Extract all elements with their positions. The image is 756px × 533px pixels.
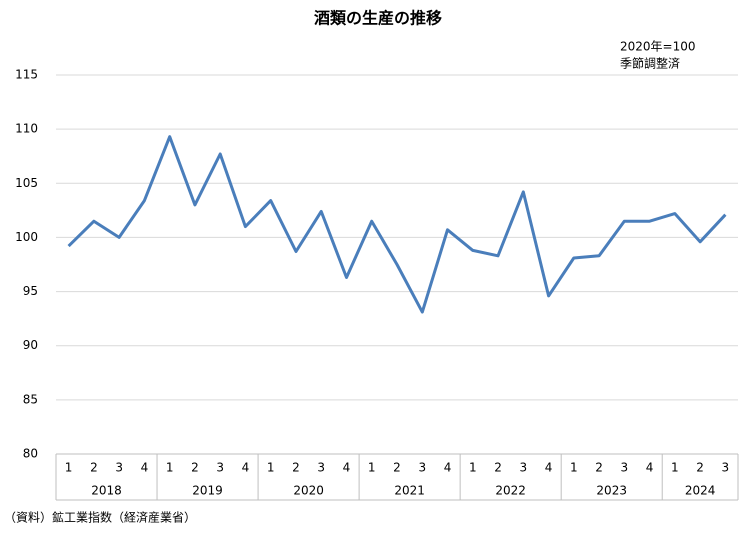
x-tick-label: 3	[418, 461, 426, 475]
x-tick-label: 3	[722, 461, 730, 475]
y-tick-label: 105	[15, 176, 38, 190]
x-tick-label: 4	[141, 461, 149, 475]
y-tick-label: 90	[23, 338, 38, 352]
x-tick-label: 1	[368, 461, 376, 475]
year-label: 2020	[293, 484, 324, 498]
x-tick-label: 2	[494, 461, 502, 475]
annotation: 2020年=100	[620, 40, 696, 54]
x-tick-label: 3	[115, 461, 123, 475]
y-tick-label: 80	[23, 447, 38, 461]
y-tick-label: 95	[23, 284, 38, 298]
chart-title: 酒類の生産の推移	[314, 9, 442, 28]
year-label: 2018	[91, 484, 122, 498]
x-tick-label: 2	[696, 461, 704, 475]
x-tick-label: 1	[570, 461, 578, 475]
x-tick-label: 2	[90, 461, 98, 475]
year-label: 2023	[596, 484, 627, 498]
data-line	[67, 135, 727, 314]
year-label: 2019	[192, 484, 223, 498]
year-label: 2021	[394, 484, 425, 498]
x-tick-label: 3	[216, 461, 224, 475]
y-tick-label: 100	[15, 230, 38, 244]
year-label: 2024	[685, 484, 716, 498]
x-tick-label: 3	[519, 461, 527, 475]
x-tick-label: 4	[242, 461, 250, 475]
annotation: 季節調整済	[620, 56, 680, 71]
x-tick-label: 1	[671, 461, 679, 475]
x-tick-label: 4	[444, 461, 452, 475]
x-tick-label: 1	[166, 461, 174, 475]
y-tick-label: 110	[15, 122, 38, 136]
x-tick-label: 4	[646, 461, 654, 475]
year-label: 2022	[495, 484, 526, 498]
x-tick-label: 2	[393, 461, 401, 475]
x-tick-label: 1	[469, 461, 477, 475]
x-tick-label: 1	[65, 461, 73, 475]
x-tick-label: 2	[595, 461, 603, 475]
x-tick-label: 4	[545, 461, 553, 475]
x-tick-label: 2	[292, 461, 300, 475]
x-tick-label: 1	[267, 461, 275, 475]
x-tick-label: 4	[343, 461, 351, 475]
source-note: （資料）鉱工業指数（経済産業省）	[4, 510, 196, 525]
y-tick-label: 115	[15, 68, 38, 82]
x-tick-label: 3	[621, 461, 629, 475]
x-tick-label: 3	[317, 461, 325, 475]
x-tick-label: 2	[191, 461, 199, 475]
y-tick-label: 85	[23, 392, 38, 406]
